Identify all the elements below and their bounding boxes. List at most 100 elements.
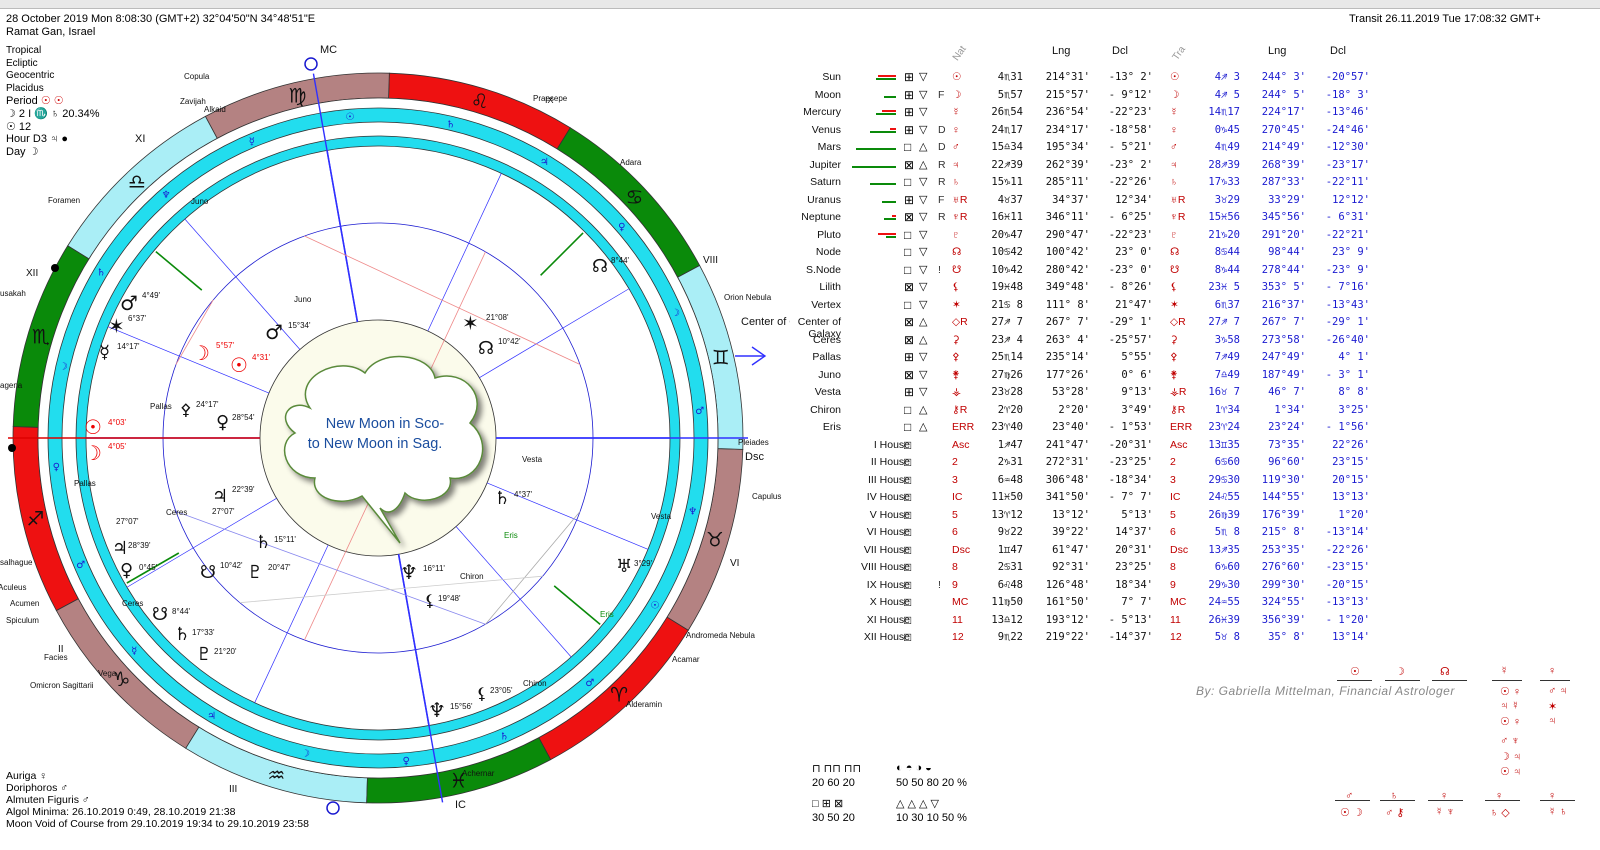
- legend-underline: [1485, 800, 1520, 801]
- natal-position: 2♈20: [997, 403, 1023, 416]
- dsc-arrow-head: [751, 346, 767, 366]
- row-name: Uranus: [807, 193, 841, 206]
- natal-position: 22♐39: [991, 158, 1023, 171]
- natal-longitude: 280°42': [1045, 263, 1090, 276]
- natal-position: 23♈40: [991, 421, 1023, 433]
- natal-glyph: 12: [952, 631, 964, 643]
- decan-ruler-glyph: ☉: [345, 112, 354, 123]
- natal-declination: 23° 0': [1115, 246, 1153, 258]
- decan-ruler-glyph: ♀: [402, 756, 409, 767]
- transit-neptune-glyph: ♆: [428, 698, 446, 722]
- quality-values: 50 50 80 20 %: [896, 777, 967, 789]
- aspect-line: [304, 235, 581, 365]
- aspect-line: [175, 299, 214, 365]
- transit-position: 4♐ 5: [1214, 88, 1240, 101]
- row-box-icon: □: [904, 490, 912, 504]
- transit-glyph: ◇R: [1170, 316, 1186, 328]
- natal-declination: - 9°12': [1108, 88, 1153, 101]
- transit-declination: 13°13': [1332, 491, 1370, 503]
- chart-label-pluto-in: 20°47': [268, 563, 291, 572]
- chart-label-neptune-out: 15°56': [450, 702, 473, 711]
- legend-glyph: ☉ ♀: [1500, 716, 1522, 728]
- row-box-icon: ⊞: [904, 192, 915, 207]
- astro-chart-wheel[interactable]: ♈♉♊♋♌♍♎♏♐♑♒ ♓♂☽♀♃♄☉☿♆♄☽♀♂☿♃☽♀♄♂☉♆ MCICDsc…: [0, 40, 790, 830]
- decan-ruler-glyph: ♆: [162, 190, 171, 201]
- natal-position: 13♈12: [991, 508, 1023, 521]
- natal-glyph: ⚳: [952, 333, 960, 346]
- zodiac-sign-glyph: ♑: [113, 667, 131, 691]
- chart-label-pallas-in: Pallas: [150, 402, 172, 411]
- transit-position: 4♏49: [1214, 141, 1240, 153]
- natal-declination: -29° 1': [1108, 316, 1153, 328]
- transit-glyph: ERR: [1170, 421, 1193, 433]
- chart-label-capulus: Capulus: [752, 492, 781, 501]
- hour-line: Hour D3 ♃ ●: [6, 133, 68, 146]
- natal-longitude: 349°48': [1045, 281, 1090, 293]
- row-name: X House: [869, 596, 910, 608]
- chart-label-juno-in: Juno: [294, 295, 312, 304]
- transit-longitude: 291°20': [1261, 228, 1306, 241]
- row-triangle-icon: ▽: [919, 88, 928, 101]
- decan-ruler-glyph: ☿: [249, 137, 255, 148]
- transit-glyph: ⚳: [1170, 333, 1178, 346]
- transit-longitude: 119°30': [1261, 473, 1306, 486]
- transit-moon-glyph: ☽: [192, 341, 210, 365]
- transit-position: 15♓56: [1208, 211, 1240, 223]
- transit-glyph: ⚴: [1170, 351, 1178, 363]
- lng2-header: Lng: [1268, 45, 1287, 57]
- chart-label-spiculum: Spiculum: [6, 616, 39, 625]
- transit-declination: - 1°56': [1325, 421, 1370, 433]
- transit-glyph: ☽: [1170, 88, 1180, 101]
- row-box-icon: □: [904, 245, 912, 259]
- transit-declination: -20°15': [1325, 578, 1370, 591]
- transit-longitude: 98°44': [1268, 246, 1306, 258]
- natal-longitude: 267° 7': [1045, 316, 1090, 328]
- dcl-header: Dcl: [1112, 45, 1128, 57]
- auriga-line: Auriga ♀: [6, 770, 48, 782]
- chart-label-yed: usakah: [0, 289, 26, 298]
- row-name: Node: [815, 246, 841, 258]
- period-line-3: ☉ 12: [6, 120, 32, 133]
- transit-longitude: 268°39': [1261, 158, 1306, 171]
- mode-icons: □ ⊞ ⊠: [812, 798, 844, 810]
- transit-position: 3♉29: [1214, 193, 1240, 206]
- natal-longitude: 214°31': [1045, 71, 1090, 83]
- chart-label-juno-out: Juno: [191, 197, 209, 206]
- zodiac-sign-glyph: ♓: [450, 769, 468, 793]
- house-cusp-line: [184, 218, 301, 350]
- transit-position: 13♊35: [1208, 438, 1240, 451]
- natal-glyph: ◇R: [952, 316, 968, 328]
- natal-glyph: ♂: [952, 141, 960, 153]
- legend-underline: [1385, 680, 1420, 681]
- planet-pointer-line: [126, 552, 180, 584]
- chart-label-sun2-deg: 4°03': [108, 418, 127, 427]
- natal-glyph: ♃: [952, 158, 960, 171]
- setting-center: Geocentric: [6, 70, 55, 82]
- strength-bar-green: [882, 200, 896, 203]
- chart-label-house-vi: VI: [730, 558, 739, 569]
- transit-longitude: 33°29': [1268, 193, 1306, 206]
- transit-declination: 12°12': [1332, 193, 1370, 206]
- natal-declination: - 8°26': [1108, 281, 1153, 293]
- natal-longitude: 111° 8': [1045, 298, 1090, 311]
- row-triangle-icon: △: [919, 141, 928, 153]
- natal-longitude: 285°11': [1045, 176, 1090, 188]
- natal-declination: - 7° 7': [1108, 491, 1153, 503]
- row-name: VIII House: [860, 561, 910, 573]
- transit-position: 26♓39: [1208, 613, 1240, 626]
- natal-position: 6♌48: [997, 578, 1023, 591]
- speech-cloud: New Moon in Sco- to New Moon in Sag.: [284, 355, 484, 544]
- natal-longitude: 236°54': [1045, 106, 1090, 118]
- row-box-icon: □: [904, 577, 912, 592]
- transit-position: 0♑45: [1214, 123, 1240, 136]
- row-mark: !: [938, 578, 941, 591]
- strength-bar-green: [856, 148, 896, 150]
- natal-position: 24♏17: [991, 123, 1023, 136]
- transit-glyph: ⚶R: [1170, 386, 1187, 398]
- transit-glyph: 11: [1170, 613, 1181, 626]
- transit-longitude: 96°60': [1268, 456, 1306, 468]
- decan-ruler-glyph: ☽: [671, 308, 680, 319]
- chart-label-zavijah: Zavijah: [180, 97, 206, 106]
- row-box-icon: □: [904, 507, 912, 522]
- transit-position: 17♑33: [1208, 176, 1240, 188]
